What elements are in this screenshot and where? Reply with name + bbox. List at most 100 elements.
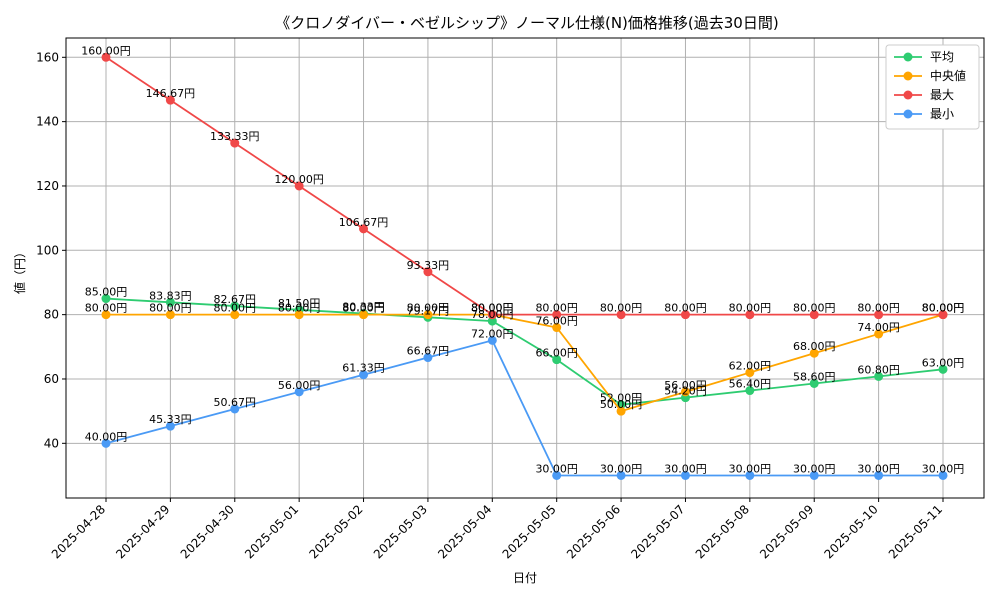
data-point: [616, 470, 626, 480]
data-label: 81.50円: [278, 297, 321, 310]
grid: [66, 38, 984, 498]
y-tick-label: 40: [44, 436, 59, 450]
data-label: 80.00円: [857, 302, 900, 315]
data-label: 30.00円: [600, 462, 643, 475]
series-line: [105, 339, 943, 477]
data-point: [165, 421, 175, 431]
y-tick-label: 60: [44, 372, 59, 386]
data-label: 62.00円: [729, 360, 772, 373]
data-point: [552, 355, 562, 365]
data-point: [359, 310, 369, 320]
data-label: 50.67円: [214, 396, 257, 409]
series-line: [105, 297, 944, 406]
data-label: 80.00円: [471, 302, 514, 315]
data-label: 74.00円: [857, 321, 900, 334]
data-label: 93.33円: [407, 259, 450, 272]
data-label: 80.00円: [535, 302, 578, 315]
data-point: [294, 387, 304, 397]
data-label: 30.00円: [857, 462, 900, 475]
x-tick-label: 2025-05-02: [306, 502, 365, 561]
data-point: [165, 95, 175, 105]
y-tick-label: 100: [36, 243, 59, 257]
data-label: 80.00円: [922, 302, 965, 315]
data-label: 80.00円: [85, 302, 128, 315]
data-label: 78.00円: [471, 308, 514, 321]
x-tick-label: 2025-05-03: [371, 502, 430, 561]
data-point: [423, 267, 433, 277]
data-label: 30.00円: [793, 462, 836, 475]
data-label: 76.00円: [535, 315, 578, 328]
legend-swatch-marker: [903, 52, 913, 62]
data-point: [230, 404, 240, 414]
data-label: 80.33円: [342, 301, 385, 314]
data-label: 54.20円: [664, 385, 707, 398]
x-tick-label: 2025-04-30: [178, 502, 237, 561]
x-axis-title: 日付: [513, 571, 537, 585]
data-label: 66.00円: [535, 347, 578, 360]
data-label: 66.67円: [407, 345, 450, 358]
data-point: [616, 406, 626, 416]
y-tick-label: 160: [36, 50, 59, 64]
x-tick-label: 2025-05-01: [242, 502, 301, 561]
data-label: 56.00円: [278, 379, 321, 392]
series-line: [105, 56, 943, 316]
data-point: [423, 310, 433, 320]
data-labels: 85.00円 83.83円 82.67円 81.50円 80.33円 79.17円 78.0…: [81, 44, 964, 475]
legend-box: [885, 44, 980, 130]
data-label: 52.00円: [600, 392, 643, 405]
data-point: [230, 138, 240, 148]
data-label: 30.00円: [729, 462, 772, 475]
x-tick-label: 2025-04-29: [113, 502, 172, 561]
data-label: 60.80円: [857, 363, 900, 376]
data-label: 72.00円: [471, 327, 514, 340]
data-label: 68.00円: [793, 340, 836, 353]
y-axis-title: 値（円）: [12, 246, 27, 294]
data-label: 146.67円: [146, 87, 196, 100]
data-label: 120.00円: [274, 173, 324, 186]
legend-swatch-marker: [903, 109, 913, 119]
data-point: [359, 370, 369, 380]
data-label: 56.40円: [729, 378, 772, 391]
data-point: [680, 387, 690, 397]
data-label: 82.67円: [214, 293, 257, 306]
x-tick-label: 2025-05-09: [757, 502, 816, 561]
x-tick-label: 2025-05-06: [564, 502, 623, 561]
data-label: 30.00円: [922, 462, 965, 475]
data-label: 80.00円: [471, 302, 514, 315]
data-point: [101, 438, 111, 448]
data-label: 83.83円: [149, 289, 192, 302]
data-label: 58.60円: [793, 370, 836, 383]
data-point: [552, 310, 562, 320]
y-tick-label: 140: [36, 115, 59, 129]
data-label: 63.00円: [922, 356, 965, 369]
data-point: [165, 297, 175, 307]
data-point: [809, 470, 819, 480]
series-2: [101, 52, 948, 320]
data-label: 30.00円: [535, 462, 578, 475]
data-point: [230, 310, 240, 320]
series-3: [101, 335, 948, 480]
data-point: [680, 470, 690, 480]
data-point: [874, 329, 884, 339]
x-tick-label: 2025-05-05: [500, 502, 559, 561]
legend-entry: 平均: [930, 50, 954, 64]
data-label: 80.00円: [214, 302, 257, 315]
data-label: 50.00円: [600, 398, 643, 411]
data-point: [874, 470, 884, 480]
data-label: 80.00円: [278, 302, 321, 315]
legend-entry: 最大: [930, 88, 954, 102]
legend-entry: 最小: [930, 107, 954, 121]
data-point: [101, 310, 111, 320]
data-point: [101, 294, 111, 304]
legend-swatch-marker: [903, 90, 913, 100]
data-point: [874, 310, 884, 320]
chart-title: 《クロノダイバー・ベゼルシップ》ノーマル仕様(N)価格推移(過去30日間): [275, 14, 778, 32]
series-line: [106, 313, 944, 413]
data-point: [294, 310, 304, 320]
x-tick-label: 2025-05-11: [886, 502, 945, 561]
x-tick-label: 2025-05-08: [693, 502, 752, 561]
y-tick-label: 120: [36, 179, 59, 193]
x-tick-label: 2025-05-04: [435, 502, 494, 561]
